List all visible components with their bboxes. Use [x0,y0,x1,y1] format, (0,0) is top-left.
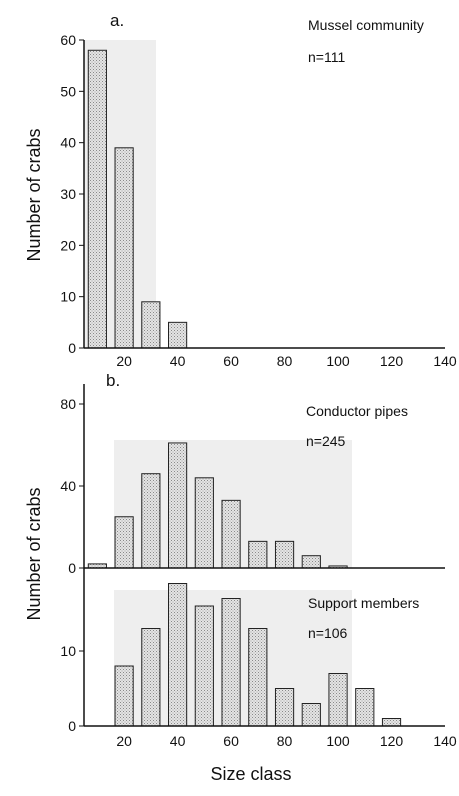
panel-a: 0 10 20 30 40 50 60 20 40 60 80 100 120 140 a. Musse… [60,11,456,369]
bar-b-40 [168,442,188,569]
x-tick-label-c-40: 40 [170,733,186,749]
bar-c-40 [168,583,188,727]
panel-c-bars [114,583,402,727]
panel-a-n-text: n=111 [308,49,345,65]
x-tick-label-a-20: 20 [116,353,132,369]
panel-b-label: b. [106,371,120,390]
panel-a-x-ticks: 20 40 60 80 100 120 140 [116,353,457,369]
bar-c-60 [221,598,241,727]
bar-c-100 [328,673,348,727]
y-tick-label-a-30: 30 [60,186,76,202]
panel-b-annotation: Conductor pipes [306,403,408,419]
bar-c-70 [248,628,268,727]
bar-b-30 [141,473,161,569]
y-tick-label-b-0: 0 [68,560,76,576]
panel-a-bars [87,49,188,349]
panel-c-y-ticks: 0 10 [60,643,84,734]
x-tick-label-c-140: 140 [433,733,457,749]
y-tick-label-c-10: 10 [60,643,76,659]
panel-b-y-axis-label: Number of crabs [24,487,44,620]
panel-a-annotation: Mussel community [308,17,424,33]
panel-a-y-ticks: 0 10 20 30 40 50 60 [60,32,84,356]
y-tick-label-a-10: 10 [60,289,76,305]
bar-c-50 [194,605,214,727]
bar-b-90 [301,555,321,569]
bar-c-120 [381,718,402,727]
panel-a-y-axis-label: Number of crabs [24,128,44,261]
panel-a-label: a. [110,11,124,30]
bar-b-50 [194,477,214,569]
y-tick-label-b-80: 80 [60,396,76,412]
panel-b-bars [87,442,348,569]
bar-c-80 [274,688,295,727]
x-tick-label-a-40: 40 [170,353,186,369]
bar-b-60 [221,499,241,569]
y-tick-label-a-60: 60 [60,32,76,48]
bar-c-30 [141,628,161,727]
bar-b-20 [114,516,134,569]
panel-c: 0 10 20 40 60 80 100 120 140 Support members n=… [60,568,457,749]
panel-c-x-ticks: 20 40 60 80 100 120 140 [116,733,457,749]
y-tick-label-a-50: 50 [60,83,76,99]
bar-c-110 [355,688,375,727]
panel-c-annotation: Support members [308,595,419,611]
bar-b-80 [274,540,295,569]
bar-c-90 [301,703,321,727]
panel-b-y-ticks: 0 40 80 [60,396,84,576]
panel-b: 0 40 80 b. Conductor pipes n=245 [60,371,445,576]
y-tick-label-a-0: 0 [68,340,76,356]
bar-b-70 [248,540,268,569]
x-tick-label-a-120: 120 [380,353,404,369]
x-axis-title: Size class [210,764,291,784]
x-tick-label-c-100: 100 [326,733,350,749]
y-tick-label-a-20: 20 [60,237,76,253]
x-tick-label-a-140: 140 [433,353,457,369]
x-tick-label-a-100: 100 [326,353,350,369]
panel-c-n-text: n=106 [308,625,348,641]
x-tick-label-c-60: 60 [223,733,239,749]
y-tick-label-c-0: 0 [68,718,76,734]
panel-b-n-text: n=245 [306,433,346,449]
x-tick-label-a-80: 80 [277,353,293,369]
y-tick-label-a-40: 40 [60,135,76,151]
bar-a-30 [141,301,161,349]
x-tick-label-c-80: 80 [277,733,293,749]
bar-a-40 [168,321,188,349]
x-tick-label-c-20: 20 [116,733,132,749]
y-tick-label-b-40: 40 [60,478,76,494]
bar-c-20 [114,665,134,727]
bar-a-20 [114,147,134,349]
x-tick-label-c-120: 120 [380,733,404,749]
bar-a-10 [87,49,107,349]
x-tick-label-a-60: 60 [223,353,239,369]
